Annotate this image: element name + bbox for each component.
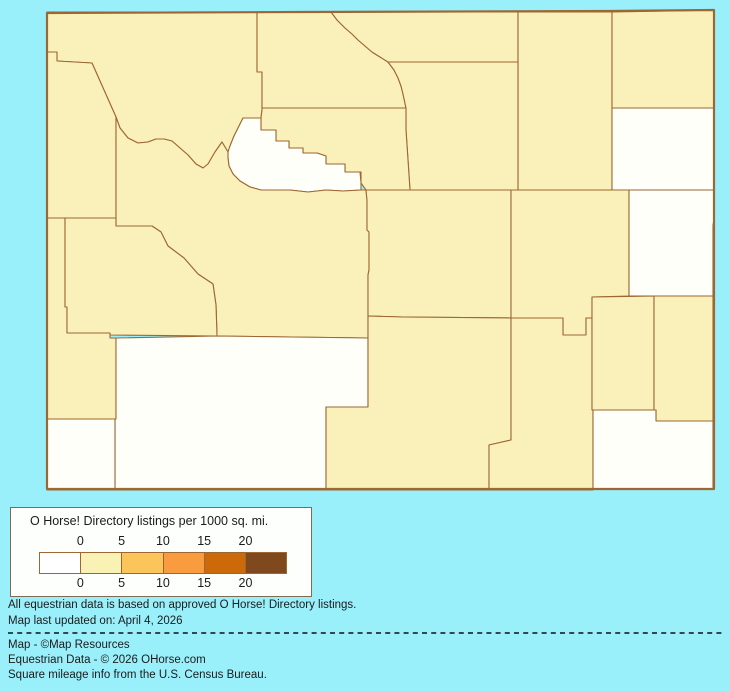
legend-tick-label: 15: [197, 576, 212, 590]
note-last-updated: Map last updated on: April 4, 2026: [8, 615, 183, 627]
county-weston: [611, 107, 715, 191]
legend-tick-label: 10: [155, 534, 170, 548]
credit-equestrian-data: Equestrian Data - © 2026 OHorse.com: [8, 654, 206, 666]
county-goshen: [653, 295, 714, 422]
county-laramie: [592, 409, 714, 490]
county-platte: [591, 295, 655, 411]
county-sublette: [64, 217, 218, 337]
legend-swatch-0: [40, 553, 81, 573]
legend-tick-label: 20: [238, 534, 253, 548]
legend-tick-label: 0: [76, 534, 84, 548]
legend-tick-label: 20: [238, 576, 253, 590]
legend-swatch-5: [244, 553, 287, 573]
legend-tick-label: 10: [155, 576, 170, 590]
legend-swatch-4: [203, 553, 245, 573]
legend-swatch-1: [80, 553, 122, 573]
legend-swatch-3: [162, 553, 204, 573]
legend-swatch-2: [121, 553, 163, 573]
legend-ticks-top: 0 5 10 15 20: [11, 534, 311, 549]
county-layer: [46, 9, 715, 491]
credit-square-mileage: Square mileage info from the U.S. Census…: [8, 669, 267, 681]
wyoming-county-map: [45, 8, 716, 491]
legend-ticks-bottom: 0 5 10 15 20: [11, 576, 311, 591]
legend-tick-label: 5: [118, 576, 126, 590]
county-uinta: [46, 418, 116, 491]
state-outline: [45, 8, 716, 491]
note-data-source: All equestrian data is based on approved…: [8, 599, 357, 611]
legend-tick-label: 0: [76, 576, 84, 590]
legend-box: O Horse! Directory listings per 1000 sq.…: [10, 507, 312, 597]
legend-tick-label: 5: [118, 534, 126, 548]
county-natrona: [365, 189, 512, 319]
legend-tick-label: 15: [197, 534, 212, 548]
dashed-divider: [8, 632, 722, 634]
legend-title: O Horse! Directory listings per 1000 sq.…: [30, 514, 269, 528]
county-crook: [611, 9, 715, 109]
legend-color-bar: [39, 552, 287, 574]
credit-map: Map - ©Map Resources: [8, 639, 130, 651]
county-niobrara: [628, 189, 715, 297]
county-campbell: [517, 11, 613, 191]
